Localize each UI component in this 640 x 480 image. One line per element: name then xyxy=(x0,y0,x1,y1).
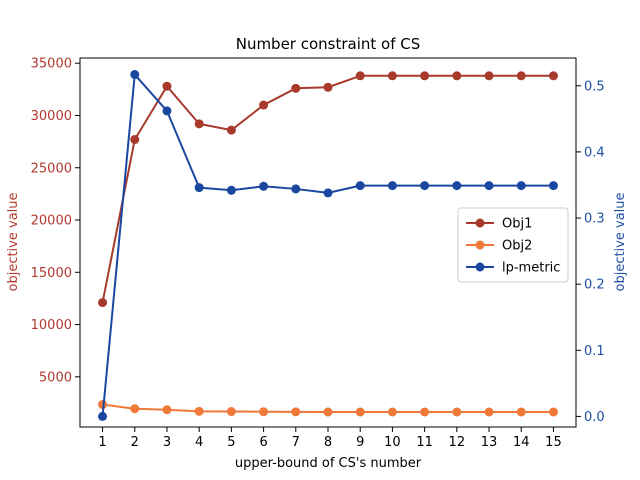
x-tick-label: 2 xyxy=(131,435,139,450)
y-right-tick-label: 0.4 xyxy=(584,145,605,160)
data-point-obj1 xyxy=(452,71,462,81)
legend-swatch-marker xyxy=(475,218,485,228)
data-point-obj2 xyxy=(194,406,204,416)
data-point-obj1 xyxy=(355,71,365,81)
data-point-obj1 xyxy=(484,71,494,81)
data-point-lp-metric xyxy=(420,181,430,191)
x-tick-label: 14 xyxy=(513,435,530,450)
legend-entry-label: lp-metric xyxy=(502,261,560,276)
legend: Obj1 Obj2 lp-metric xyxy=(457,207,569,283)
y-axis-right-label: objective value xyxy=(613,192,628,291)
x-tick-label: 8 xyxy=(324,435,332,450)
legend-swatch-marker xyxy=(475,262,485,272)
y-left-tick-label: 30000 xyxy=(31,109,72,124)
data-point-obj1 xyxy=(162,81,172,91)
data-point-obj2 xyxy=(387,407,397,417)
data-point-obj2 xyxy=(452,407,462,417)
y-right-tick-label: 0.5 xyxy=(584,79,605,94)
data-point-obj2 xyxy=(291,407,301,417)
data-point-lp-metric xyxy=(162,106,172,116)
legend-entry-label: Obj1 xyxy=(502,217,532,232)
data-point-obj1 xyxy=(98,298,108,308)
x-tick-label: 11 xyxy=(416,435,433,450)
data-point-lp-metric xyxy=(452,181,462,191)
data-point-obj2 xyxy=(516,407,526,417)
y-right-tick-label: 0.1 xyxy=(584,344,605,359)
data-point-lp-metric xyxy=(291,184,301,194)
x-tick-label: 12 xyxy=(449,435,466,450)
y-left-tick-label: 35000 xyxy=(31,57,72,72)
data-point-obj2 xyxy=(259,407,269,417)
y-right-tick-label: 0.2 xyxy=(584,278,605,293)
x-axis-label: upper-bound of CS's number xyxy=(235,456,422,471)
data-point-lp-metric xyxy=(548,181,558,191)
data-point-obj1 xyxy=(291,83,301,93)
data-point-lp-metric xyxy=(355,181,365,191)
data-point-obj1 xyxy=(194,119,204,129)
data-point-obj1 xyxy=(516,71,526,81)
data-point-lp-metric xyxy=(484,181,494,191)
data-point-obj2 xyxy=(162,405,172,415)
data-point-lp-metric xyxy=(387,181,397,191)
data-point-obj1 xyxy=(259,100,269,110)
data-point-obj2 xyxy=(484,407,494,417)
plot-area: 1 2 3 4 5 6 7 8 9 10 11 12 13 14 155000100001500020000… xyxy=(31,57,605,450)
data-point-obj1 xyxy=(323,82,333,92)
data-point-obj2 xyxy=(130,404,140,414)
data-point-obj2 xyxy=(355,407,365,417)
y-right-tick-label: 0.0 xyxy=(584,410,605,425)
y-left-tick-label: 5000 xyxy=(39,370,72,385)
data-point-lp-metric xyxy=(194,183,204,193)
data-point-obj1 xyxy=(548,71,558,81)
x-tick-label: 9 xyxy=(356,435,364,450)
legend-entry-label: Obj2 xyxy=(502,239,532,254)
x-tick-label: 5 xyxy=(227,435,235,450)
data-point-lp-metric xyxy=(98,411,108,421)
legend-swatch-marker xyxy=(475,240,485,250)
x-tick-label: 15 xyxy=(545,435,562,450)
data-point-lp-metric xyxy=(323,188,333,198)
y-axis-left-label: objective value xyxy=(6,192,21,291)
data-point-lp-metric xyxy=(259,181,269,191)
data-point-obj1 xyxy=(420,71,430,81)
x-tick-label: 1 xyxy=(98,435,106,450)
x-tick-label: 13 xyxy=(481,435,498,450)
x-tick-label: 7 xyxy=(292,435,300,450)
plot-frame xyxy=(79,57,577,428)
data-point-obj2 xyxy=(323,407,333,417)
x-tick-label: 6 xyxy=(259,435,267,450)
data-point-lp-metric xyxy=(516,181,526,191)
data-point-obj2 xyxy=(420,407,430,417)
data-point-obj1 xyxy=(130,135,140,145)
data-point-obj1 xyxy=(387,71,397,81)
data-point-obj2 xyxy=(548,407,558,417)
x-tick-label: 3 xyxy=(163,435,171,450)
data-point-obj1 xyxy=(226,125,236,135)
legend-box xyxy=(457,207,569,283)
y-left-tick-label: 10000 xyxy=(31,318,72,333)
data-point-lp-metric xyxy=(130,70,140,80)
chart-title: Number constraint of CS xyxy=(236,35,421,53)
x-tick-label: 4 xyxy=(195,435,203,450)
data-point-lp-metric xyxy=(226,185,236,195)
y-left-tick-label: 25000 xyxy=(31,161,72,176)
y-right-tick-label: 0.3 xyxy=(584,212,605,227)
x-tick-label: 10 xyxy=(384,435,401,450)
data-point-obj2 xyxy=(226,407,236,417)
y-left-tick-label: 15000 xyxy=(31,266,72,281)
y-left-tick-label: 20000 xyxy=(31,214,72,229)
